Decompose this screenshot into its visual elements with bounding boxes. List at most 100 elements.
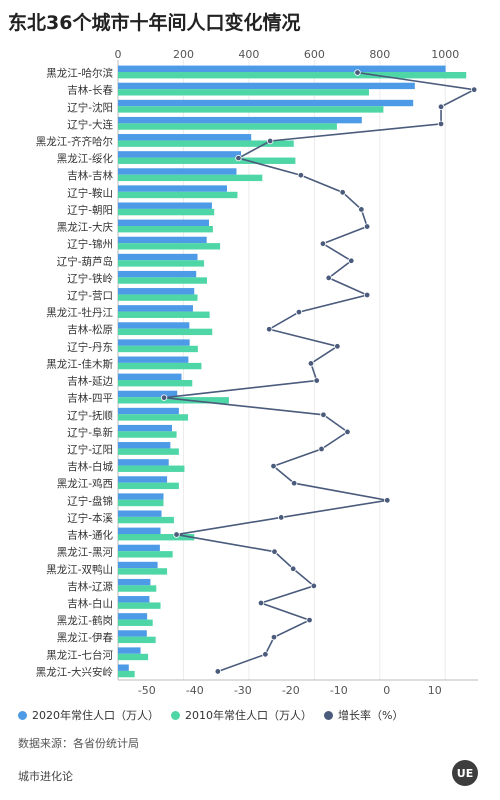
- bar-2020: [118, 202, 212, 209]
- bar-2010: [118, 140, 294, 147]
- bar-2010: [118, 653, 149, 661]
- growth-rate-point: [262, 651, 269, 658]
- bar-2020: [118, 322, 190, 329]
- growth-rate-point: [306, 616, 313, 624]
- bar-2010: [118, 551, 173, 558]
- legend-dot-growth-icon: [324, 710, 333, 720]
- growth-rate-point: [270, 634, 278, 641]
- bar-2010: [118, 89, 370, 96]
- bar-2010: [118, 431, 177, 438]
- growth-rate-line: [163, 71, 477, 673]
- y-tick-label: 辽宁-盘锦: [67, 494, 113, 507]
- x-bottom-tick-label: -20: [282, 684, 300, 697]
- legend-item-growth[interactable]: 增长率（%）: [324, 707, 403, 723]
- y-tick-label: 黑龙江-双鸭山: [46, 563, 113, 576]
- bar-2020: [118, 561, 158, 569]
- bar-2020: [118, 596, 150, 603]
- legend-label-growth: 增长率（%）: [338, 709, 404, 722]
- x-top-tick-label: 1000: [431, 48, 459, 61]
- bar-2020: [118, 630, 147, 637]
- bar-2020: [118, 82, 415, 90]
- x-bottom-tick-label: 0: [383, 684, 390, 697]
- y-tick-label: 黑龙江-伊春: [57, 631, 114, 644]
- y-tick-label: 吉林-白山: [67, 597, 113, 610]
- y-tick-label: 辽宁-丹东: [67, 340, 113, 353]
- bar-2010: [118, 568, 168, 575]
- bar-2020: [118, 168, 237, 175]
- legend-item-2010[interactable]: 2010年常住人口（万人）: [171, 707, 312, 723]
- y-tick-label: 吉林-白城: [67, 460, 113, 473]
- legend-dot-2010-icon: [171, 710, 180, 720]
- bar-2020: [118, 578, 151, 586]
- growth-rate-point: [319, 240, 327, 247]
- growth-rate-point: [334, 343, 341, 350]
- growth-rate-point: [363, 223, 371, 230]
- y-tick-label: 辽宁-本溪: [67, 511, 113, 524]
- bar-2020: [118, 527, 161, 534]
- growth-rate-point: [470, 86, 478, 93]
- bar-2010: [118, 636, 156, 644]
- bar-2010: [118, 499, 164, 507]
- x-top-tick-label: 600: [304, 48, 325, 61]
- y-tick-label: 黑龙江-绥化: [57, 152, 114, 165]
- bar-2020: [118, 390, 178, 398]
- bar-2010: [118, 157, 296, 164]
- bar-2020: [118, 236, 207, 244]
- bar-2010: [118, 516, 174, 524]
- bar-2010: [118, 311, 210, 318]
- y-tick-label: 黑龙江-齐齐哈尔: [36, 135, 113, 148]
- bar-2020: [118, 116, 362, 124]
- legend-label-2020: 2020年常住人口（万人）: [32, 709, 159, 722]
- bar-2010: [118, 174, 263, 182]
- legend-item-2020[interactable]: 2020年常住人口（万人）: [18, 707, 159, 723]
- bar-2020: [118, 407, 179, 415]
- growth-rate-point: [290, 565, 297, 572]
- bar-2020: [118, 185, 227, 192]
- bar-2020: [118, 253, 198, 261]
- bar-2020: [118, 613, 148, 620]
- y-tick-label: 黑龙江-黑河: [57, 546, 114, 559]
- bar-2020: [118, 442, 171, 449]
- bar-2020: [118, 476, 168, 483]
- bar-2010: [118, 465, 185, 472]
- growth-rate-point: [270, 462, 277, 470]
- bar-2010: [118, 328, 213, 336]
- bar-2010: [118, 670, 135, 678]
- bar-2010: [118, 362, 202, 370]
- data-source: 数据来源：各省份统计局: [18, 737, 139, 750]
- y-tick-label: 辽宁-抚顺: [67, 409, 113, 422]
- bar-2020: [118, 65, 446, 72]
- y-tick-label: 辽宁-辽阳: [67, 443, 113, 456]
- bar-2010: [118, 191, 238, 199]
- y-tick-label: 辽宁-锦州: [67, 238, 113, 251]
- bar-2020: [118, 373, 182, 380]
- bar-2010: [118, 243, 221, 250]
- y-tick-label: 辽宁-大连: [67, 118, 113, 131]
- bar-2020: [118, 219, 209, 226]
- y-tick-label: 吉林-松原: [67, 323, 113, 336]
- growth-rate-point: [278, 514, 285, 521]
- y-tick-label: 黑龙江-大庆: [57, 221, 114, 234]
- bar-2020: [118, 647, 141, 654]
- bar-2010: [118, 345, 198, 353]
- x-bottom-tick-label: -50: [138, 684, 156, 697]
- y-tick-label: 吉林-吉林: [67, 169, 113, 182]
- y-tick-label: 吉林-四平: [67, 392, 113, 405]
- growth-rate-point: [310, 582, 318, 590]
- growth-rate-point: [307, 360, 315, 367]
- growth-rate-point: [266, 137, 274, 145]
- bar-2020: [118, 664, 129, 671]
- bar-2010: [118, 397, 229, 404]
- growth-rate-point: [344, 428, 351, 436]
- growth-rate-point: [318, 445, 325, 453]
- growth-rate-point: [266, 326, 273, 333]
- growth-rate-point: [437, 120, 445, 128]
- x-bottom-tick-label: -40: [186, 684, 204, 697]
- x-top-tick-label: 200: [173, 48, 194, 61]
- bar-2020: [118, 151, 242, 158]
- x-bottom-tick-label: -30: [234, 684, 252, 697]
- brand-name: 城市进化论: [18, 770, 73, 783]
- x-bottom-tick-label: -10: [330, 684, 348, 697]
- bar-2020: [118, 544, 160, 552]
- y-tick-label: 辽宁-朝阳: [67, 203, 113, 216]
